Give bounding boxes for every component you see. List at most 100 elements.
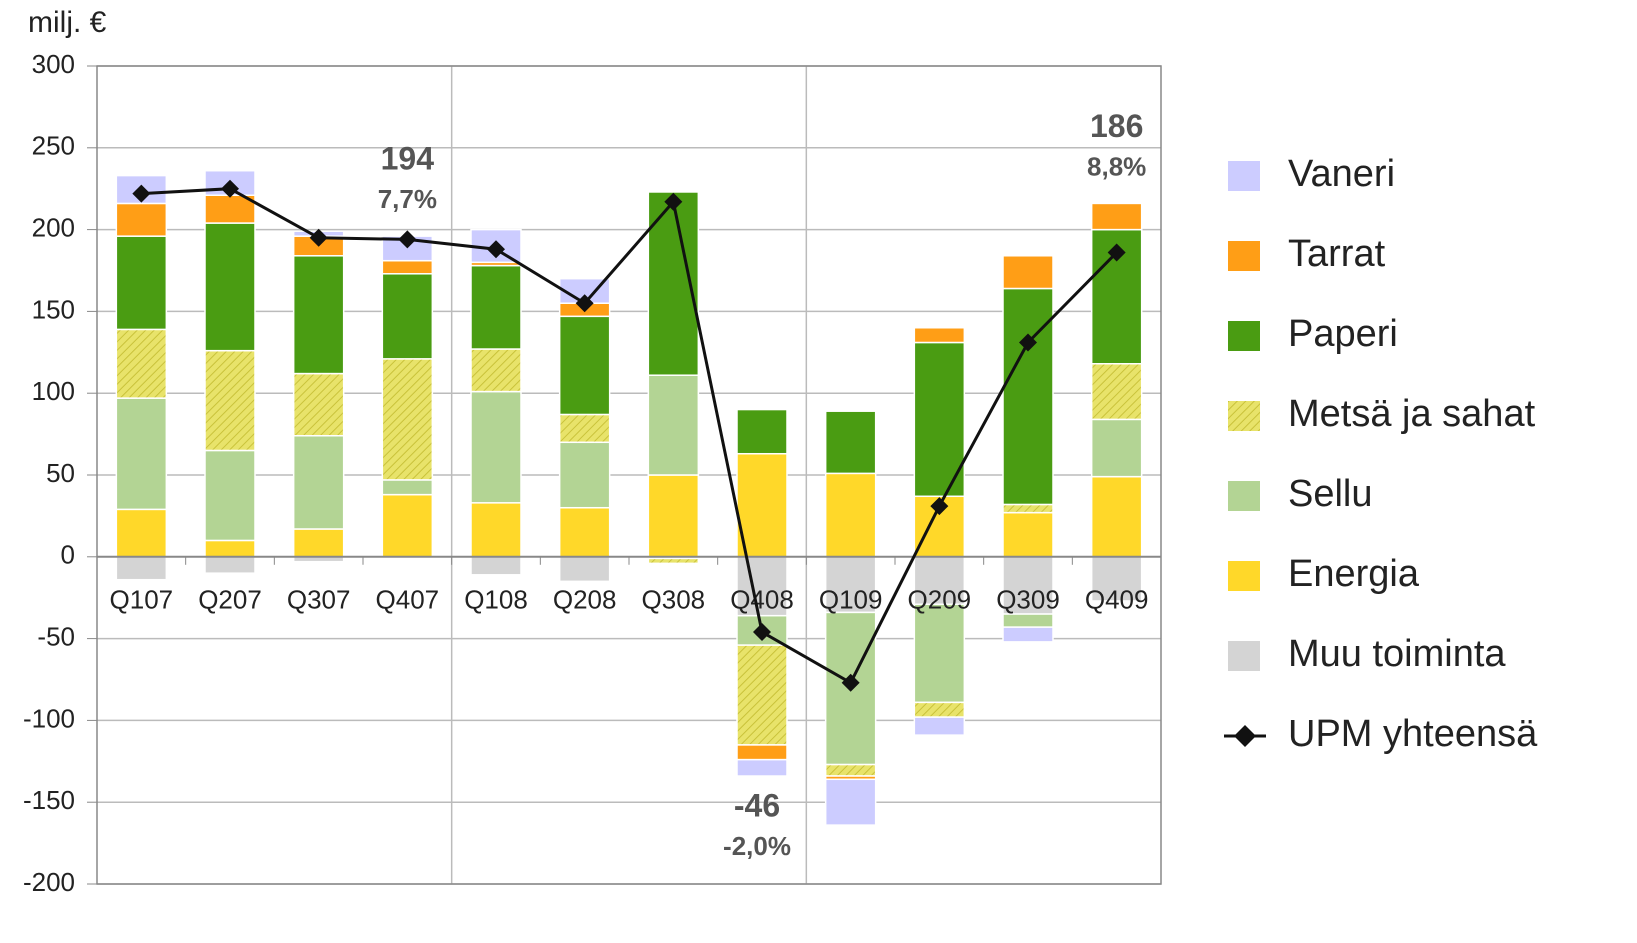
- line-marker: [309, 228, 328, 247]
- y-tick-label: 100: [32, 376, 75, 406]
- line-marker: [1107, 243, 1126, 262]
- x-tick-label: Q408: [730, 585, 794, 615]
- bar-segment: [1090, 202, 1143, 231]
- bar-segment: [204, 449, 256, 542]
- bar-segment: [558, 315, 611, 416]
- x-tick-label: Q208: [553, 585, 617, 615]
- y-tick-label: -200: [23, 867, 75, 897]
- x-tick-label: Q207: [198, 585, 262, 615]
- bar-segment: [647, 374, 700, 476]
- bar-segment: [292, 434, 345, 530]
- bar-segment: [1090, 556, 1143, 602]
- line-marker: [753, 623, 771, 642]
- line-marker: [664, 192, 683, 211]
- line-marker: [132, 184, 151, 203]
- y-tick-label: 300: [32, 49, 75, 79]
- bar-segment: [824, 763, 877, 777]
- bar-segment: [381, 259, 434, 275]
- legend-label: Metsä ja sahat: [1288, 393, 1536, 435]
- bar-segment: [913, 716, 966, 736]
- bar-segment: [824, 556, 877, 614]
- bar-segment: [204, 194, 256, 224]
- bar-segment: [115, 328, 168, 399]
- legend-swatch: [1228, 561, 1260, 591]
- legend-swatch: [1228, 241, 1260, 271]
- line-marker: [575, 294, 594, 313]
- bar-segment: [381, 358, 434, 481]
- bar-segment: [736, 758, 788, 777]
- y-tick-label: -100: [23, 703, 75, 733]
- y-axis-label: milj. €: [28, 6, 107, 39]
- bar-segment: [292, 528, 345, 558]
- line-marker: [221, 179, 239, 198]
- bar-segment: [204, 349, 256, 452]
- bar-segment: [558, 413, 611, 444]
- bar-segment: [470, 502, 522, 558]
- y-tick-label: 200: [32, 212, 75, 242]
- bar-segment: [381, 479, 434, 496]
- bar-segment: [558, 506, 611, 558]
- bar-segment: [913, 701, 966, 718]
- bar-segment: [913, 603, 966, 704]
- bar-segment: [204, 539, 256, 558]
- bar-segment: [1002, 626, 1054, 643]
- bar-segment: [736, 452, 788, 558]
- bar-segment: [470, 390, 522, 504]
- plot-frame: [96, 65, 1162, 885]
- bar-segment: [647, 474, 700, 558]
- x-tick-label: Q409: [1085, 585, 1149, 615]
- bar-segment: [1090, 418, 1143, 478]
- x-tick-label: Q308: [642, 585, 706, 615]
- bar-segment: [647, 557, 700, 565]
- bar-segment: [1002, 613, 1054, 628]
- line-marker: [930, 497, 949, 516]
- bar-segment: [292, 372, 345, 437]
- bar-segment: [470, 264, 522, 350]
- bar-segment: [913, 327, 966, 344]
- x-tick-label: Q407: [376, 585, 440, 615]
- bar-segment: [470, 556, 522, 576]
- bar-segment: [824, 472, 877, 558]
- bar-segment: [558, 556, 611, 583]
- x-tick-label: Q107: [110, 585, 174, 615]
- bar-segment: [1002, 255, 1054, 290]
- legend-swatch: [1228, 641, 1260, 671]
- line-marker: [487, 240, 505, 259]
- bar-segment: [115, 508, 168, 558]
- annotation-value: -46: [734, 787, 780, 823]
- bar-segment: [381, 493, 434, 558]
- annotation-sub: 8,8%: [1087, 151, 1146, 181]
- legend-swatch: [1228, 401, 1260, 431]
- x-tick-label: Q109: [819, 585, 883, 615]
- bar-segment: [736, 408, 788, 455]
- bar-segment: [292, 255, 345, 375]
- y-tick-label: 250: [32, 131, 75, 161]
- legend-label: Tarrat: [1288, 233, 1386, 275]
- line-marker: [1019, 333, 1037, 352]
- bar-segment: [1090, 475, 1143, 558]
- bar-segment: [115, 556, 168, 581]
- bar-segment: [115, 202, 168, 237]
- x-tick-label: Q209: [908, 585, 972, 615]
- bar-segment: [913, 556, 966, 605]
- bar-segment: [736, 744, 788, 761]
- legend-label: Energia: [1288, 553, 1420, 595]
- bar-segment: [204, 556, 256, 574]
- annotation-sub: 7,7%: [378, 184, 437, 214]
- legend-label: UPM yhteensä: [1288, 713, 1538, 755]
- bar-segment: [204, 222, 256, 352]
- x-tick-label: Q307: [287, 585, 351, 615]
- bar-segment: [558, 441, 611, 509]
- bar-segment: [1002, 503, 1054, 514]
- y-tick-label: 150: [32, 294, 75, 324]
- x-tick-label: Q309: [996, 585, 1060, 615]
- legend-marker: [1234, 725, 1256, 747]
- bar-segment: [913, 341, 966, 498]
- legend-label: Muu toiminta: [1288, 633, 1506, 675]
- bar-segment: [1002, 511, 1054, 558]
- annotation-value: 194: [381, 141, 435, 177]
- x-tick-label: Q108: [464, 585, 528, 615]
- y-tick-label: -50: [37, 621, 75, 651]
- bar-segment: [824, 410, 877, 475]
